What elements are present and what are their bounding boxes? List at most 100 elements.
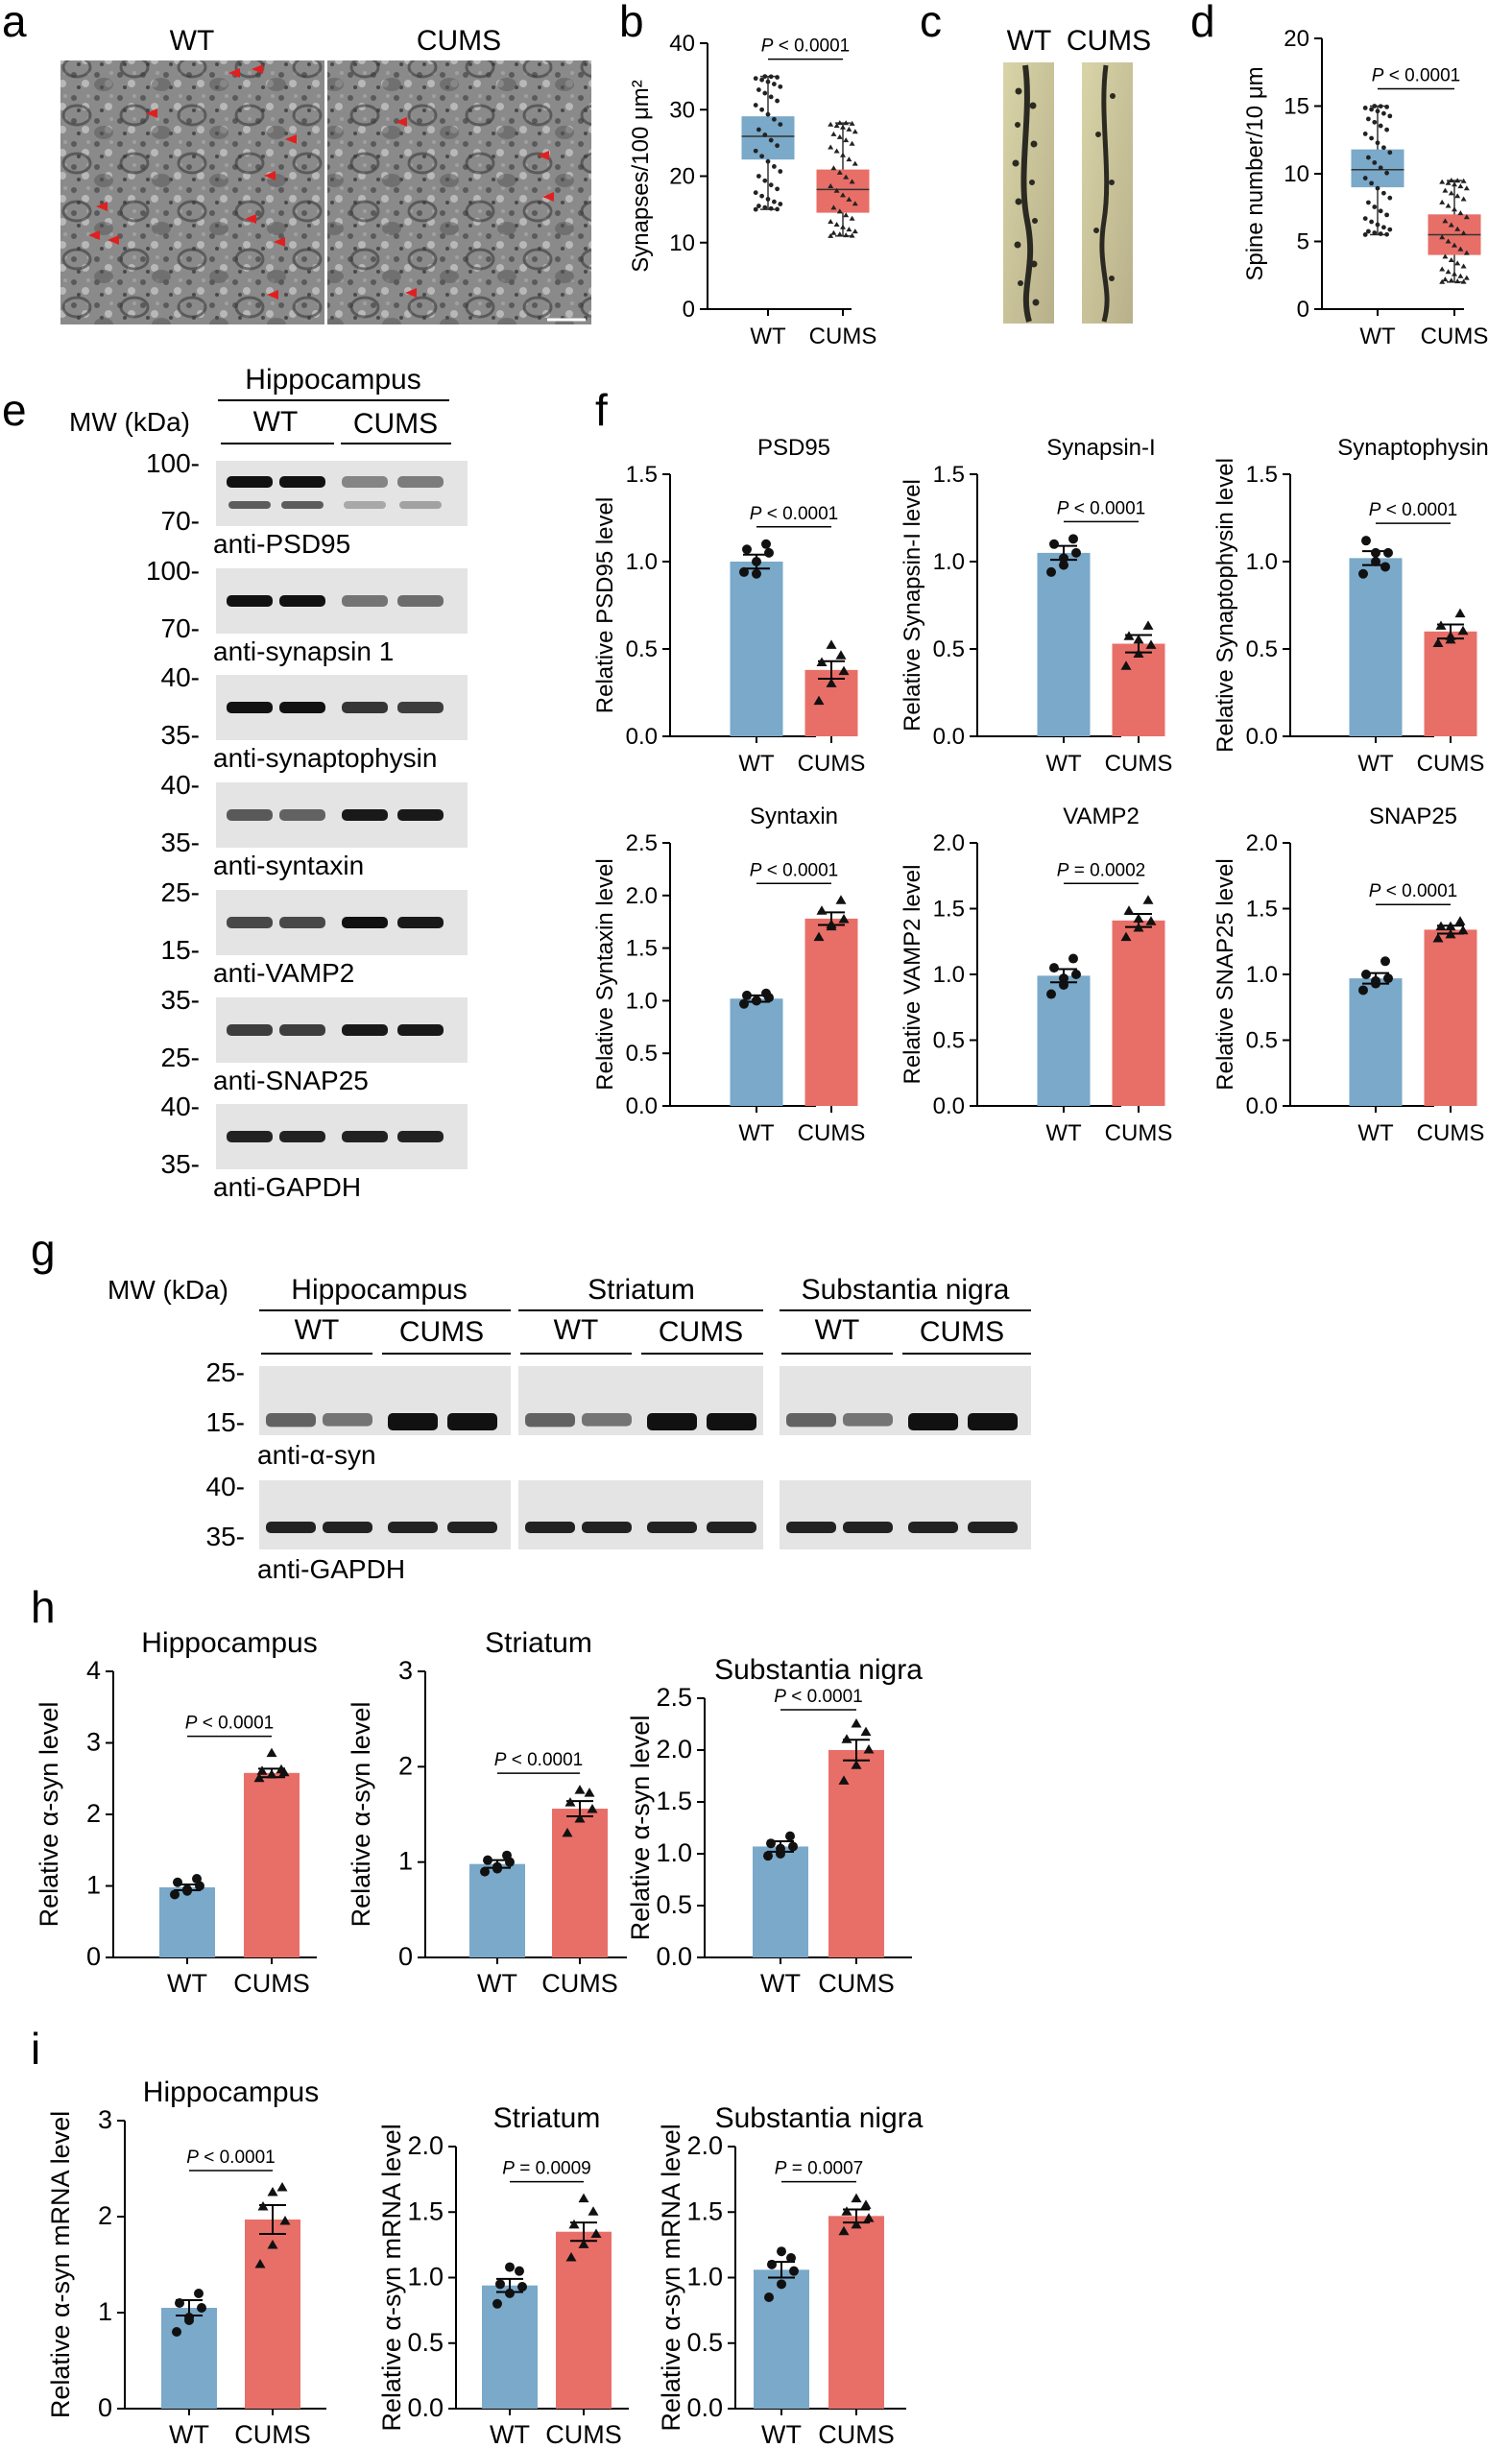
y-tick-label: 2.0 bbox=[1246, 830, 1278, 856]
y-tick-label: 0.5 bbox=[626, 1041, 658, 1067]
data-point bbox=[852, 228, 858, 234]
blot-band bbox=[647, 1413, 697, 1430]
data-point bbox=[1439, 278, 1446, 284]
data-point bbox=[768, 182, 774, 188]
data-point bbox=[1448, 222, 1454, 228]
panel-g-mw-label: MW (kDa) bbox=[108, 1275, 228, 1305]
blot-anti-gapdh: 40- 35- anti-GAPDH bbox=[161, 1092, 468, 1202]
data-point bbox=[1381, 110, 1386, 116]
data-point bbox=[1375, 108, 1380, 114]
y-tick-label: 2.0 bbox=[933, 830, 965, 856]
chart-i1: Hippocampus 0 1 2 3 WT CUMS Relative α-syn mRNA… bbox=[46, 2076, 326, 2448]
data-point bbox=[1369, 180, 1374, 186]
data-point bbox=[1378, 165, 1383, 171]
antibody-label: anti-SNAP25 bbox=[213, 1066, 369, 1095]
data-point bbox=[826, 678, 837, 687]
data-point bbox=[785, 1831, 795, 1841]
p-value-label: P < 0.0001 bbox=[1369, 881, 1457, 901]
data-point bbox=[1457, 210, 1464, 216]
data-point bbox=[1372, 230, 1378, 235]
data-point bbox=[1381, 145, 1386, 151]
panel-letter-a: a bbox=[2, 0, 27, 46]
panel-letter-c: c bbox=[920, 0, 942, 46]
y-tick-label: 1.5 bbox=[626, 462, 658, 488]
y-tick-label: 1.0 bbox=[686, 2263, 723, 2292]
data-point bbox=[1439, 179, 1446, 184]
data-point bbox=[765, 111, 771, 117]
panel-e-mw-label: MW (kDa) bbox=[69, 407, 190, 437]
group-label-wt: WT bbox=[295, 1314, 340, 1346]
data-point bbox=[1439, 234, 1446, 240]
bar bbox=[245, 2220, 300, 2409]
data-point bbox=[843, 120, 850, 126]
data-point bbox=[1369, 135, 1374, 141]
box bbox=[741, 116, 795, 160]
data-point bbox=[568, 2219, 580, 2229]
blot-band bbox=[227, 809, 273, 821]
data-point bbox=[1375, 222, 1380, 228]
x-tick-label: CUMS bbox=[1421, 324, 1489, 349]
data-point bbox=[1358, 568, 1368, 579]
data-point bbox=[492, 1863, 502, 1874]
bar bbox=[730, 562, 783, 736]
data-point bbox=[1452, 206, 1457, 212]
data-point bbox=[1071, 970, 1081, 979]
data-point bbox=[505, 2288, 515, 2298]
data-point bbox=[1463, 275, 1470, 280]
blot-band bbox=[342, 595, 388, 607]
data-point bbox=[772, 82, 777, 86]
y-tick-label: 1.5 bbox=[686, 2196, 723, 2225]
data-point bbox=[1387, 195, 1393, 201]
data-point bbox=[753, 103, 758, 108]
data-point bbox=[1452, 271, 1457, 276]
data-point bbox=[789, 2266, 799, 2276]
mw-marker: 25- bbox=[161, 877, 200, 907]
y-tick-label: 0.0 bbox=[407, 2393, 444, 2422]
data-point bbox=[1454, 608, 1466, 618]
panel-e-group-cums: CUMS bbox=[353, 408, 438, 440]
data-point bbox=[846, 156, 852, 162]
chart-title: Striatum bbox=[493, 2102, 601, 2134]
panel-letter-h: h bbox=[31, 1582, 56, 1632]
p-value-label: P < 0.0001 bbox=[186, 2148, 275, 2168]
y-tick-label: 1.5 bbox=[933, 897, 965, 923]
data-point bbox=[1383, 547, 1393, 558]
data-point bbox=[192, 1874, 202, 1884]
chart-title: Substantia nigra bbox=[714, 1654, 923, 1686]
data-point bbox=[1384, 231, 1389, 237]
chart-f6: SNAP25 0.0 0.5 1.0 1.5 2.0 WT CUMS Relative SNAP… bbox=[1212, 804, 1484, 1146]
blot-band bbox=[266, 1413, 316, 1428]
bar bbox=[1037, 552, 1091, 736]
blot-band bbox=[279, 917, 325, 928]
data-point bbox=[1435, 921, 1447, 931]
x-tick-label: CUMS bbox=[1417, 751, 1485, 777]
data-point bbox=[851, 1760, 862, 1769]
data-point bbox=[1448, 277, 1454, 283]
y-tick-label: 0.0 bbox=[1246, 1093, 1278, 1119]
chart-title: Synaptophysin bbox=[1337, 435, 1488, 461]
data-point bbox=[1366, 155, 1371, 160]
data-point bbox=[1361, 970, 1371, 979]
data-point bbox=[1383, 973, 1393, 984]
data-point bbox=[1133, 913, 1144, 923]
antibody-label: anti-PSD95 bbox=[213, 529, 350, 559]
blot-band bbox=[342, 1024, 388, 1036]
data-point bbox=[852, 129, 858, 134]
bar bbox=[1424, 929, 1477, 1106]
mw-marker: 70- bbox=[161, 613, 200, 643]
data-point bbox=[849, 140, 855, 146]
y-tick-label: 0.0 bbox=[686, 2393, 723, 2422]
data-point bbox=[1381, 225, 1386, 230]
data-point bbox=[1463, 185, 1470, 191]
panel-letter-f: f bbox=[595, 385, 608, 435]
x-tick-label: WT bbox=[750, 324, 786, 349]
data-point bbox=[517, 2282, 527, 2292]
x-tick-label: WT bbox=[169, 2420, 209, 2448]
chart-title: Hippocampus bbox=[143, 2076, 319, 2108]
p-value-label: P < 0.0001 bbox=[750, 504, 838, 524]
blot-band bbox=[707, 1522, 756, 1533]
chart-f3: Synaptophysin 0.0 0.5 1.0 1.5 WT CUMS Relative … bbox=[1212, 435, 1489, 777]
x-tick-label: CUMS bbox=[798, 751, 866, 777]
y-axis-label: Relative Syntaxin level bbox=[592, 858, 618, 1090]
y-axis-label: Relative VAMP2 level bbox=[900, 865, 925, 1085]
